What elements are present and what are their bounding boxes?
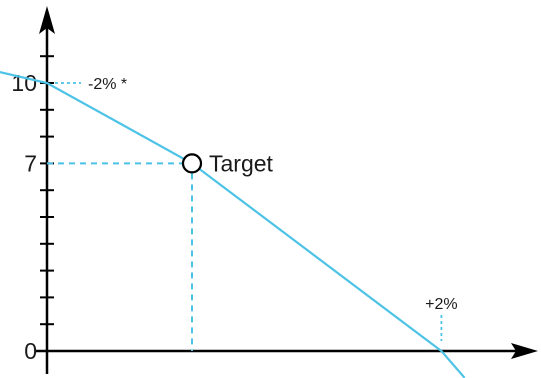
x-axis-arrow [511, 343, 538, 359]
y-tick-label-10: 10 [11, 70, 37, 96]
y-axis-arrow [39, 6, 55, 34]
target-marker [181, 153, 203, 174]
series-group [0, 71, 466, 378]
y-tick-label-7: 7 [24, 150, 37, 176]
y-tick-label-0: 0 [24, 338, 37, 364]
series-line-0 [0, 71, 466, 378]
target-label: Target [209, 150, 274, 176]
annotation-labels: Target -2% * +2% [88, 76, 458, 313]
guide-lines [47, 82, 443, 351]
y-ticks [40, 55, 54, 352]
marks-group [181, 153, 203, 174]
annotation-plus-2-percent: +2% [425, 296, 457, 313]
annotation-minus-2-percent: -2% * [88, 76, 127, 93]
axes [36, 6, 538, 374]
y-tick-labels: 0 7 10 [11, 70, 37, 364]
